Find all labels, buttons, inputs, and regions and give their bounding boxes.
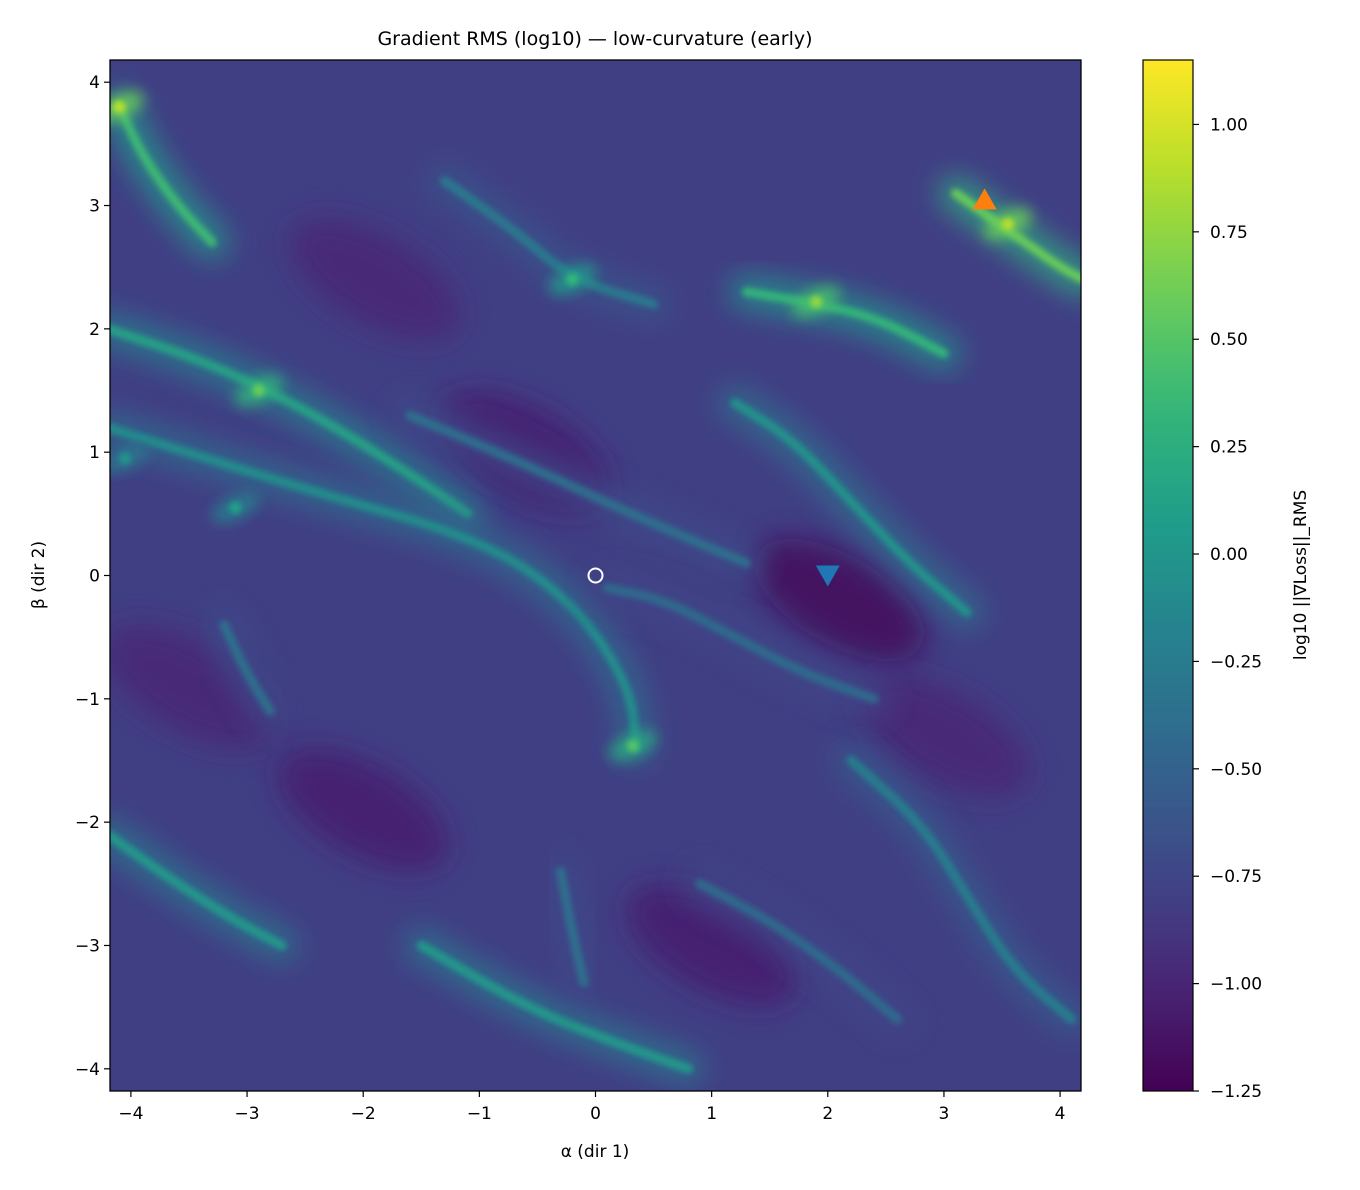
colorbar-gradient [1142,59,1194,1092]
ridge [846,755,1077,1024]
y-tick-label: −3 [75,936,100,956]
x-tick-label: −4 [118,1104,143,1124]
hotspot-core [229,501,242,514]
low-region [858,674,1030,798]
low-region [110,625,275,748]
x-tick-label: 0 [590,1104,601,1124]
ridge [695,879,902,1024]
colorbar-tick-label: 1.00 [1210,115,1248,135]
low-region [754,538,925,662]
y-tick-label: −1 [75,690,100,710]
hotspot-core [626,739,639,752]
x-tick-label: 4 [1055,1104,1066,1124]
x-tick-label: 2 [822,1104,833,1124]
y-tick-label: 3 [89,197,100,217]
ridge [730,398,972,617]
y-tick-label: −4 [75,1060,100,1080]
hotspot-core [119,452,132,465]
colorbar-tick-label: 0.75 [1210,223,1248,243]
chart-title: Gradient RMS (log10) — low-curvature (ea… [377,28,812,50]
hotspot-core [113,100,126,113]
origin-marker [587,567,604,584]
hotspots [110,91,1032,762]
y-axis-ticks: −4 −3 −2 −1 0 1 2 3 4 [75,73,110,1080]
min-marker [815,565,840,587]
y-tick-label: 4 [89,73,100,93]
y-tick-label: −2 [75,813,100,833]
colorbar-tick-label: −0.50 [1210,760,1262,780]
ridge [405,410,751,568]
colorbar-ticks: −1.25 −1.00 −0.75 −0.50 −0.25 0.00 0.25 0.50 0.7… [1193,115,1262,1102]
colorbar-tick-label: 0.50 [1210,330,1248,350]
low-region [289,218,461,341]
hotspot-core [810,295,823,308]
low-region [626,884,797,1007]
ridge [110,423,641,753]
y-tick-label: 0 [89,567,100,587]
ridge [440,176,659,309]
colorbar-tick-label: −0.25 [1210,652,1262,672]
ridge [110,324,473,519]
ridge [951,188,1081,284]
x-tick-label: −3 [235,1104,260,1124]
colorbar-tick-label: −1.00 [1210,975,1262,995]
low-region [277,748,449,872]
ridges [110,89,1081,1086]
colorbar-tick-label: −0.75 [1210,867,1262,887]
hotspot-core [566,273,579,286]
colorbar: −1.25 −1.00 −0.75 −0.50 −0.25 0.00 0.25 0.50 0.7… [1142,59,1311,1102]
hotspot-core [252,384,265,397]
ridge [219,620,275,716]
markers [587,188,997,587]
ridge [416,940,693,1074]
x-tick-label: 1 [706,1104,717,1124]
x-axis-ticks: −4 −3 −2 −1 0 1 2 3 4 [118,1091,1066,1124]
ridge [556,866,589,987]
colorbar-tick-label: 0.25 [1210,438,1248,458]
colorbar-tick-label: −1.25 [1210,1082,1262,1102]
max-marker [972,188,997,210]
ridge [602,583,879,704]
ridge [110,830,287,950]
x-tick-label: −2 [351,1104,376,1124]
colorbar-tick-label: 0.00 [1210,545,1248,565]
ridge [114,102,217,248]
colorbar-label: log10 ||∇Loss||_RMS [1291,490,1311,660]
y-tick-label: 1 [89,443,100,463]
y-tick-label: 2 [89,320,100,340]
x-axis-label: α (dir 1) [561,1142,630,1162]
x-tick-label: −1 [467,1104,492,1124]
x-tick-label: 3 [939,1104,950,1124]
ridge [741,287,949,359]
heatmap-area [110,60,1081,1091]
y-axis-label: β (dir 2) [29,541,49,609]
hotspot-core [1001,218,1014,231]
